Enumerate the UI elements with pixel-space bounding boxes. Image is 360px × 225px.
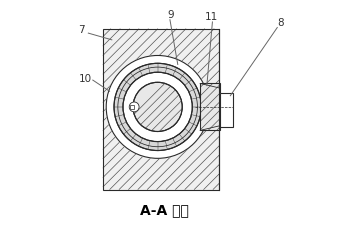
- Circle shape: [105, 55, 210, 159]
- Text: 10: 10: [78, 74, 91, 84]
- Circle shape: [106, 56, 209, 158]
- Bar: [200, 83, 220, 130]
- Bar: [220, 94, 233, 127]
- Circle shape: [114, 63, 201, 151]
- Text: A-A 剖面: A-A 剖面: [140, 203, 189, 217]
- Bar: [220, 94, 233, 127]
- Text: 11: 11: [205, 12, 218, 22]
- Bar: [219, 88, 237, 126]
- Text: 9: 9: [168, 10, 174, 20]
- Circle shape: [133, 82, 182, 131]
- Text: 8: 8: [277, 18, 284, 28]
- Circle shape: [123, 72, 192, 142]
- Bar: [200, 83, 220, 130]
- Bar: [103, 29, 219, 190]
- Circle shape: [129, 102, 139, 112]
- Bar: [130, 105, 134, 109]
- Text: 7: 7: [78, 25, 85, 35]
- Bar: [103, 29, 219, 190]
